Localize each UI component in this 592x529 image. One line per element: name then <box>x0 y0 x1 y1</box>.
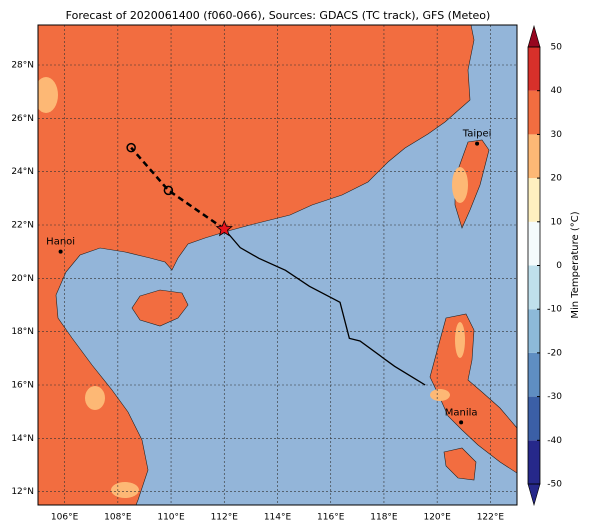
colorbar-segment <box>528 440 540 484</box>
x-tick-label: 120°E <box>423 513 451 523</box>
colorbar-segment <box>528 178 540 222</box>
colorbar-tick-label: -20 <box>547 348 562 358</box>
luzon <box>429 313 517 474</box>
map-frame <box>37 24 518 506</box>
warm-patch <box>38 77 58 113</box>
y-tick-label: 18°N <box>11 327 34 337</box>
colorbar-segment <box>528 352 540 397</box>
y-tick-label: 16°N <box>11 381 34 391</box>
x-tick-label: 122°E <box>477 513 505 523</box>
warm-patch <box>455 322 465 358</box>
colorbar-tick-label: 40 <box>551 86 563 96</box>
city-label: Taipei <box>462 129 492 140</box>
current-position <box>215 219 233 237</box>
city-dot <box>459 420 464 425</box>
x-tick-label: 114°E <box>264 513 292 523</box>
colorbar-tick-label: 0 <box>556 261 562 271</box>
city-label: Hanoi <box>46 237 75 248</box>
colorbar-segment <box>528 309 540 353</box>
colorbar-tick-label: 30 <box>551 130 563 140</box>
y-tick-label: 24°N <box>11 167 34 177</box>
x-tick-label: 110°E <box>157 513 185 523</box>
x-tick-label: 118°E <box>370 513 398 523</box>
mindoro <box>443 447 477 481</box>
x-tick-label: 112°E <box>211 513 239 523</box>
city-dot <box>58 249 63 254</box>
title: Forecast of 2020061400 (f060-066), Sourc… <box>66 9 491 22</box>
warm-patch <box>452 167 468 203</box>
x-tick-label: 116°E <box>317 513 345 523</box>
colorbar-tick-label: -10 <box>547 305 562 315</box>
colorbar-segment <box>528 47 540 91</box>
y-tick-label: 22°N <box>11 221 34 231</box>
y-tick-label: 28°N <box>11 61 34 71</box>
colorbar-tick-label: 50 <box>551 43 563 53</box>
colorbar-segment <box>528 90 540 135</box>
colorbar-segment <box>528 265 540 310</box>
warm-patch <box>85 386 105 410</box>
past-track <box>223 228 426 386</box>
colorbar-label: Min Temperature (°C) <box>570 211 581 318</box>
x-tick-label: 108°E <box>104 513 132 523</box>
forecast-point <box>163 185 174 196</box>
taiwan <box>454 139 490 229</box>
y-tick-label: 20°N <box>11 274 34 284</box>
y-tick-label: 26°N <box>11 114 34 124</box>
colorbar-tick-label: 10 <box>551 217 563 227</box>
map-marks: Hanoi Taipei Manila <box>38 25 517 505</box>
labels: 106°E 108°E 110°E 112°E 114°E 116°E 118°E 120°E… <box>11 24 563 523</box>
colorbar-tick-label: -40 <box>547 436 562 446</box>
colorbar-tick-label: -30 <box>547 392 562 402</box>
colorbar-tick-label: -50 <box>547 480 562 490</box>
colorbar-segment <box>528 396 540 441</box>
map-area: Hanoi Taipei Manila <box>38 25 517 505</box>
hainan <box>131 289 189 327</box>
colorbar-tick-label: 20 <box>551 174 563 184</box>
y-tick-label: 12°N <box>11 487 34 497</box>
mainland <box>38 25 475 505</box>
forecast-track <box>130 146 225 231</box>
colorbar-segment <box>528 134 540 179</box>
warm-patch <box>430 389 450 401</box>
x-tick-label: 106°E <box>51 513 79 523</box>
city-label: Manila <box>445 407 478 418</box>
colorbar-segment <box>528 221 540 266</box>
warm-patch <box>111 482 139 498</box>
y-tick-label: 14°N <box>11 434 34 444</box>
city-dot <box>475 141 480 146</box>
forecast-point <box>126 142 136 153</box>
